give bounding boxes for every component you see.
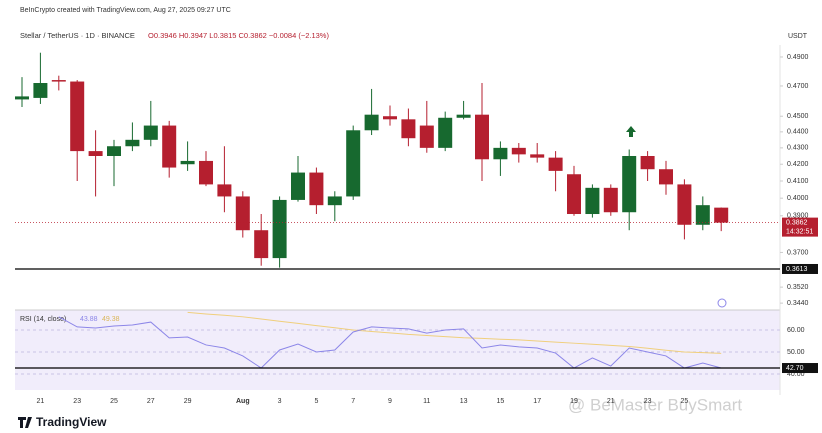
candle-body [180,160,195,165]
candle-body [567,174,581,215]
candle-body [309,172,324,206]
y-tick-label: 0.3440 [787,300,809,307]
rsi-line [58,316,722,369]
currency: USDT [788,33,808,40]
y-tick-label: 0.3900 [787,213,809,220]
y-tick-label: 0.4100 [787,178,809,185]
candle-body [162,125,177,168]
candle-body [254,230,269,259]
candle-body [199,160,213,185]
event-icon [717,298,727,308]
x-tick-label: 3 [278,398,282,405]
candle-body [419,125,434,148]
candle-body [51,80,66,82]
rsi-tick-label: 60.00 [787,327,805,334]
candle-body [70,81,85,152]
y-tick-label: 0.4500 [787,113,809,120]
symbol: Stellar / TetherUS · 1D · BINANCE [20,31,135,40]
candle-body [272,199,287,259]
x-tick-label: 23 [644,398,652,405]
candle-body [143,125,158,140]
x-tick-label: 19 [570,398,578,405]
x-tick-label: 21 [607,398,615,405]
candle-body [125,139,140,147]
y-tick-label: 0.3520 [787,284,809,291]
x-tick-label: 23 [73,398,81,405]
candle-body [383,116,397,120]
x-tick-label: 29 [184,398,192,405]
x-tick-label: 13 [460,398,468,405]
rsi-ma-line [187,311,722,354]
brand-logo [18,417,32,428]
candle-body [493,147,508,160]
x-tick-label: 27 [147,398,155,405]
x-tick-label: 7 [351,398,355,405]
candle-body [33,83,48,98]
candle-body [530,154,545,158]
candle-body [640,155,655,170]
last-price-label: 0.3862 [786,219,808,226]
y-tick-label: 0.4700 [787,83,809,90]
y-tick-label: 0.4000 [787,195,809,202]
x-tick-label: 21 [37,398,45,405]
x-tick-label: 15 [497,398,505,405]
candle-body [548,157,563,171]
support-box [782,263,818,274]
candle-body [438,117,453,148]
candle-body [585,187,600,215]
y-tick-label: 0.4900 [787,54,809,61]
candle-body [235,196,250,231]
signal-arrow [626,126,636,137]
rsi-ma-value: 49.38 [102,316,120,323]
rsi-last-label: 42.70 [786,365,804,372]
candle-body [456,114,471,118]
candle-body [401,119,416,139]
candle-body [217,184,232,197]
y-tick-label: 0.4300 [787,145,809,152]
candle-body [677,184,692,225]
x-tick-label: 11 [423,398,430,405]
candle-body [291,172,305,200]
x-tick-label: 17 [533,398,541,405]
rsi-value: 43.88 [80,316,98,323]
candle-body [107,146,121,156]
support-label: 0.3613 [786,266,808,273]
candle-body [603,187,618,213]
brand: TradingView [36,415,107,429]
candle-body [88,151,103,156]
countdown: 14:32:51 [786,228,813,235]
candle-body [364,114,379,131]
candle-body [15,96,29,100]
credit: BeInCrypto created with TradingView.com,… [20,7,231,14]
x-tick-label: Aug [236,398,250,405]
ohlc: O0.3946 H0.3947 L0.3815 C0.3862 −0.0084 … [148,31,329,40]
x-tick-label: 5 [314,398,318,405]
rsi-title: RSI (14, close) [20,316,66,323]
y-tick-label: 0.4400 [787,129,809,136]
candle-body [327,196,342,206]
y-tick-label: 0.4200 [787,161,809,168]
x-tick-label: 25 [110,398,118,405]
candle-body [511,147,526,155]
rsi-tick-label: 40.00 [787,371,805,378]
y-tick-label: 0.3700 [787,249,809,256]
candle-body [622,155,637,213]
candle-body [659,169,673,185]
candle-body [475,114,489,160]
candle-body [346,130,361,197]
rsi-tick-label: 50.00 [787,349,805,356]
last-price-box [782,217,818,237]
candle-body [714,207,729,223]
rsi-last-box [782,363,818,374]
watermark: @ BeMaster BuySmart [568,395,742,414]
x-tick-label: 25 [681,398,689,405]
x-tick-label: 9 [388,398,392,405]
candle-body [695,205,710,225]
